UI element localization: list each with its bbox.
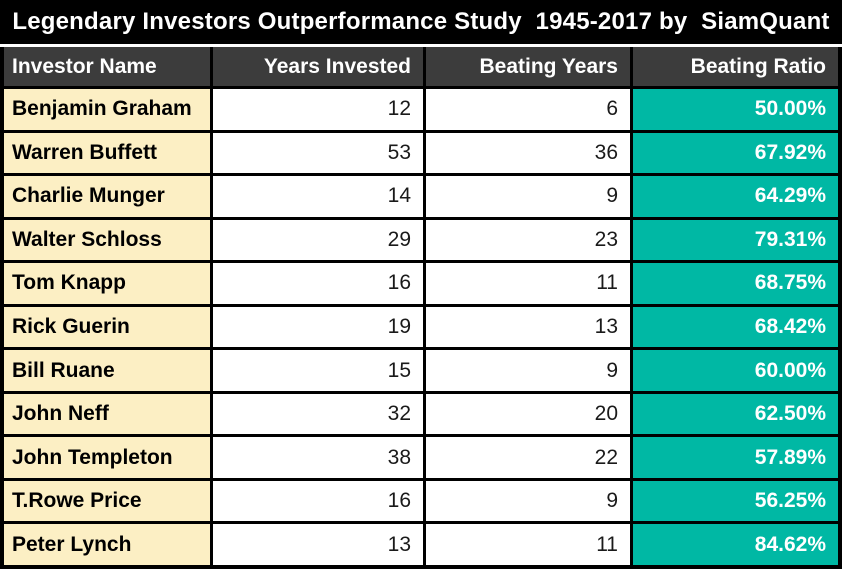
column-header-beating-ratio: Beating Ratio (630, 47, 838, 86)
beating-years-cell: 22 (423, 437, 630, 478)
table-row: John Neff 32 20 62.50% (4, 390, 838, 435)
beating-years-cell: 13 (423, 306, 630, 348)
page-title: Legendary Investors Outperformance Study… (0, 0, 842, 44)
table-header-row: Investor Name Years Invested Beating Yea… (4, 47, 838, 86)
beating-years-cell: 36 (423, 132, 630, 174)
beating-ratio-cell: 79.31% (630, 219, 838, 261)
years-invested-cell: 16 (210, 263, 423, 304)
beating-years-cell: 23 (423, 219, 630, 261)
table-row: Benjamin Graham 12 6 50.00% (4, 86, 838, 130)
beating-years-cell: 11 (423, 524, 630, 566)
years-invested-cell: 32 (210, 393, 423, 435)
table-row: Charlie Munger 14 9 64.29% (4, 173, 838, 217)
beating-ratio-cell: 50.00% (630, 89, 838, 130)
column-header-years-invested: Years Invested (210, 47, 423, 86)
investor-name-cell: Walter Schloss (4, 219, 210, 261)
investor-name-cell: Tom Knapp (4, 263, 210, 304)
column-header-investor-name: Investor Name (12, 54, 157, 78)
years-invested-cell: 13 (210, 524, 423, 566)
investor-name-cell: John Templeton (4, 437, 210, 478)
table-row: T.Rowe Price 16 9 56.25% (4, 477, 838, 522)
years-invested-cell: 12 (210, 89, 423, 130)
beating-ratio-cell: 68.75% (630, 263, 838, 304)
beating-ratio-cell: 84.62% (630, 524, 838, 566)
years-invested-cell: 14 (210, 176, 423, 217)
investors-table: Investor Name Years Invested Beating Yea… (0, 47, 842, 569)
beating-years-cell: 9 (423, 176, 630, 217)
years-invested-cell: 15 (210, 350, 423, 391)
investor-name-cell: Rick Guerin (4, 306, 210, 348)
table-row: Rick Guerin 19 13 68.42% (4, 303, 838, 348)
investor-name-cell: Charlie Munger (4, 176, 210, 217)
beating-ratio-cell: 62.50% (630, 393, 838, 435)
beating-ratio-cell: 57.89% (630, 437, 838, 478)
investor-name-cell: T.Rowe Price (4, 480, 210, 522)
investor-name-cell: Benjamin Graham (4, 89, 210, 130)
title-divider (0, 44, 842, 47)
beating-ratio-cell: 67.92% (630, 132, 838, 174)
beating-years-cell: 11 (423, 263, 630, 304)
investor-name-cell: Bill Ruane (4, 350, 210, 391)
column-header-beating-years: Beating Years (423, 47, 630, 86)
years-invested-cell: 29 (210, 219, 423, 261)
years-invested-cell: 19 (210, 306, 423, 348)
years-invested-cell: 16 (210, 480, 423, 522)
beating-years-cell: 20 (423, 393, 630, 435)
beating-years-cell: 9 (423, 480, 630, 522)
table-row: Peter Lynch 13 11 84.62% (4, 521, 838, 566)
table-row: Warren Buffett 53 36 67.92% (4, 129, 838, 174)
table-row: John Templeton 38 22 57.89% (4, 434, 838, 478)
years-invested-cell: 53 (210, 132, 423, 174)
investor-name-cell: Warren Buffett (4, 132, 210, 174)
table-row: Walter Schloss 29 23 79.31% (4, 216, 838, 261)
beating-ratio-cell: 60.00% (630, 350, 838, 391)
years-invested-cell: 38 (210, 437, 423, 478)
beating-ratio-cell: 64.29% (630, 176, 838, 217)
investor-name-cell: Peter Lynch (4, 524, 210, 566)
investor-name-cell: John Neff (4, 393, 210, 435)
beating-ratio-cell: 68.42% (630, 306, 838, 348)
beating-years-cell: 9 (423, 350, 630, 391)
table-row: Bill Ruane 15 9 60.00% (4, 347, 838, 391)
beating-years-cell: 6 (423, 89, 630, 130)
beating-ratio-cell: 56.25% (630, 480, 838, 522)
table-row: Tom Knapp 16 11 68.75% (4, 260, 838, 304)
